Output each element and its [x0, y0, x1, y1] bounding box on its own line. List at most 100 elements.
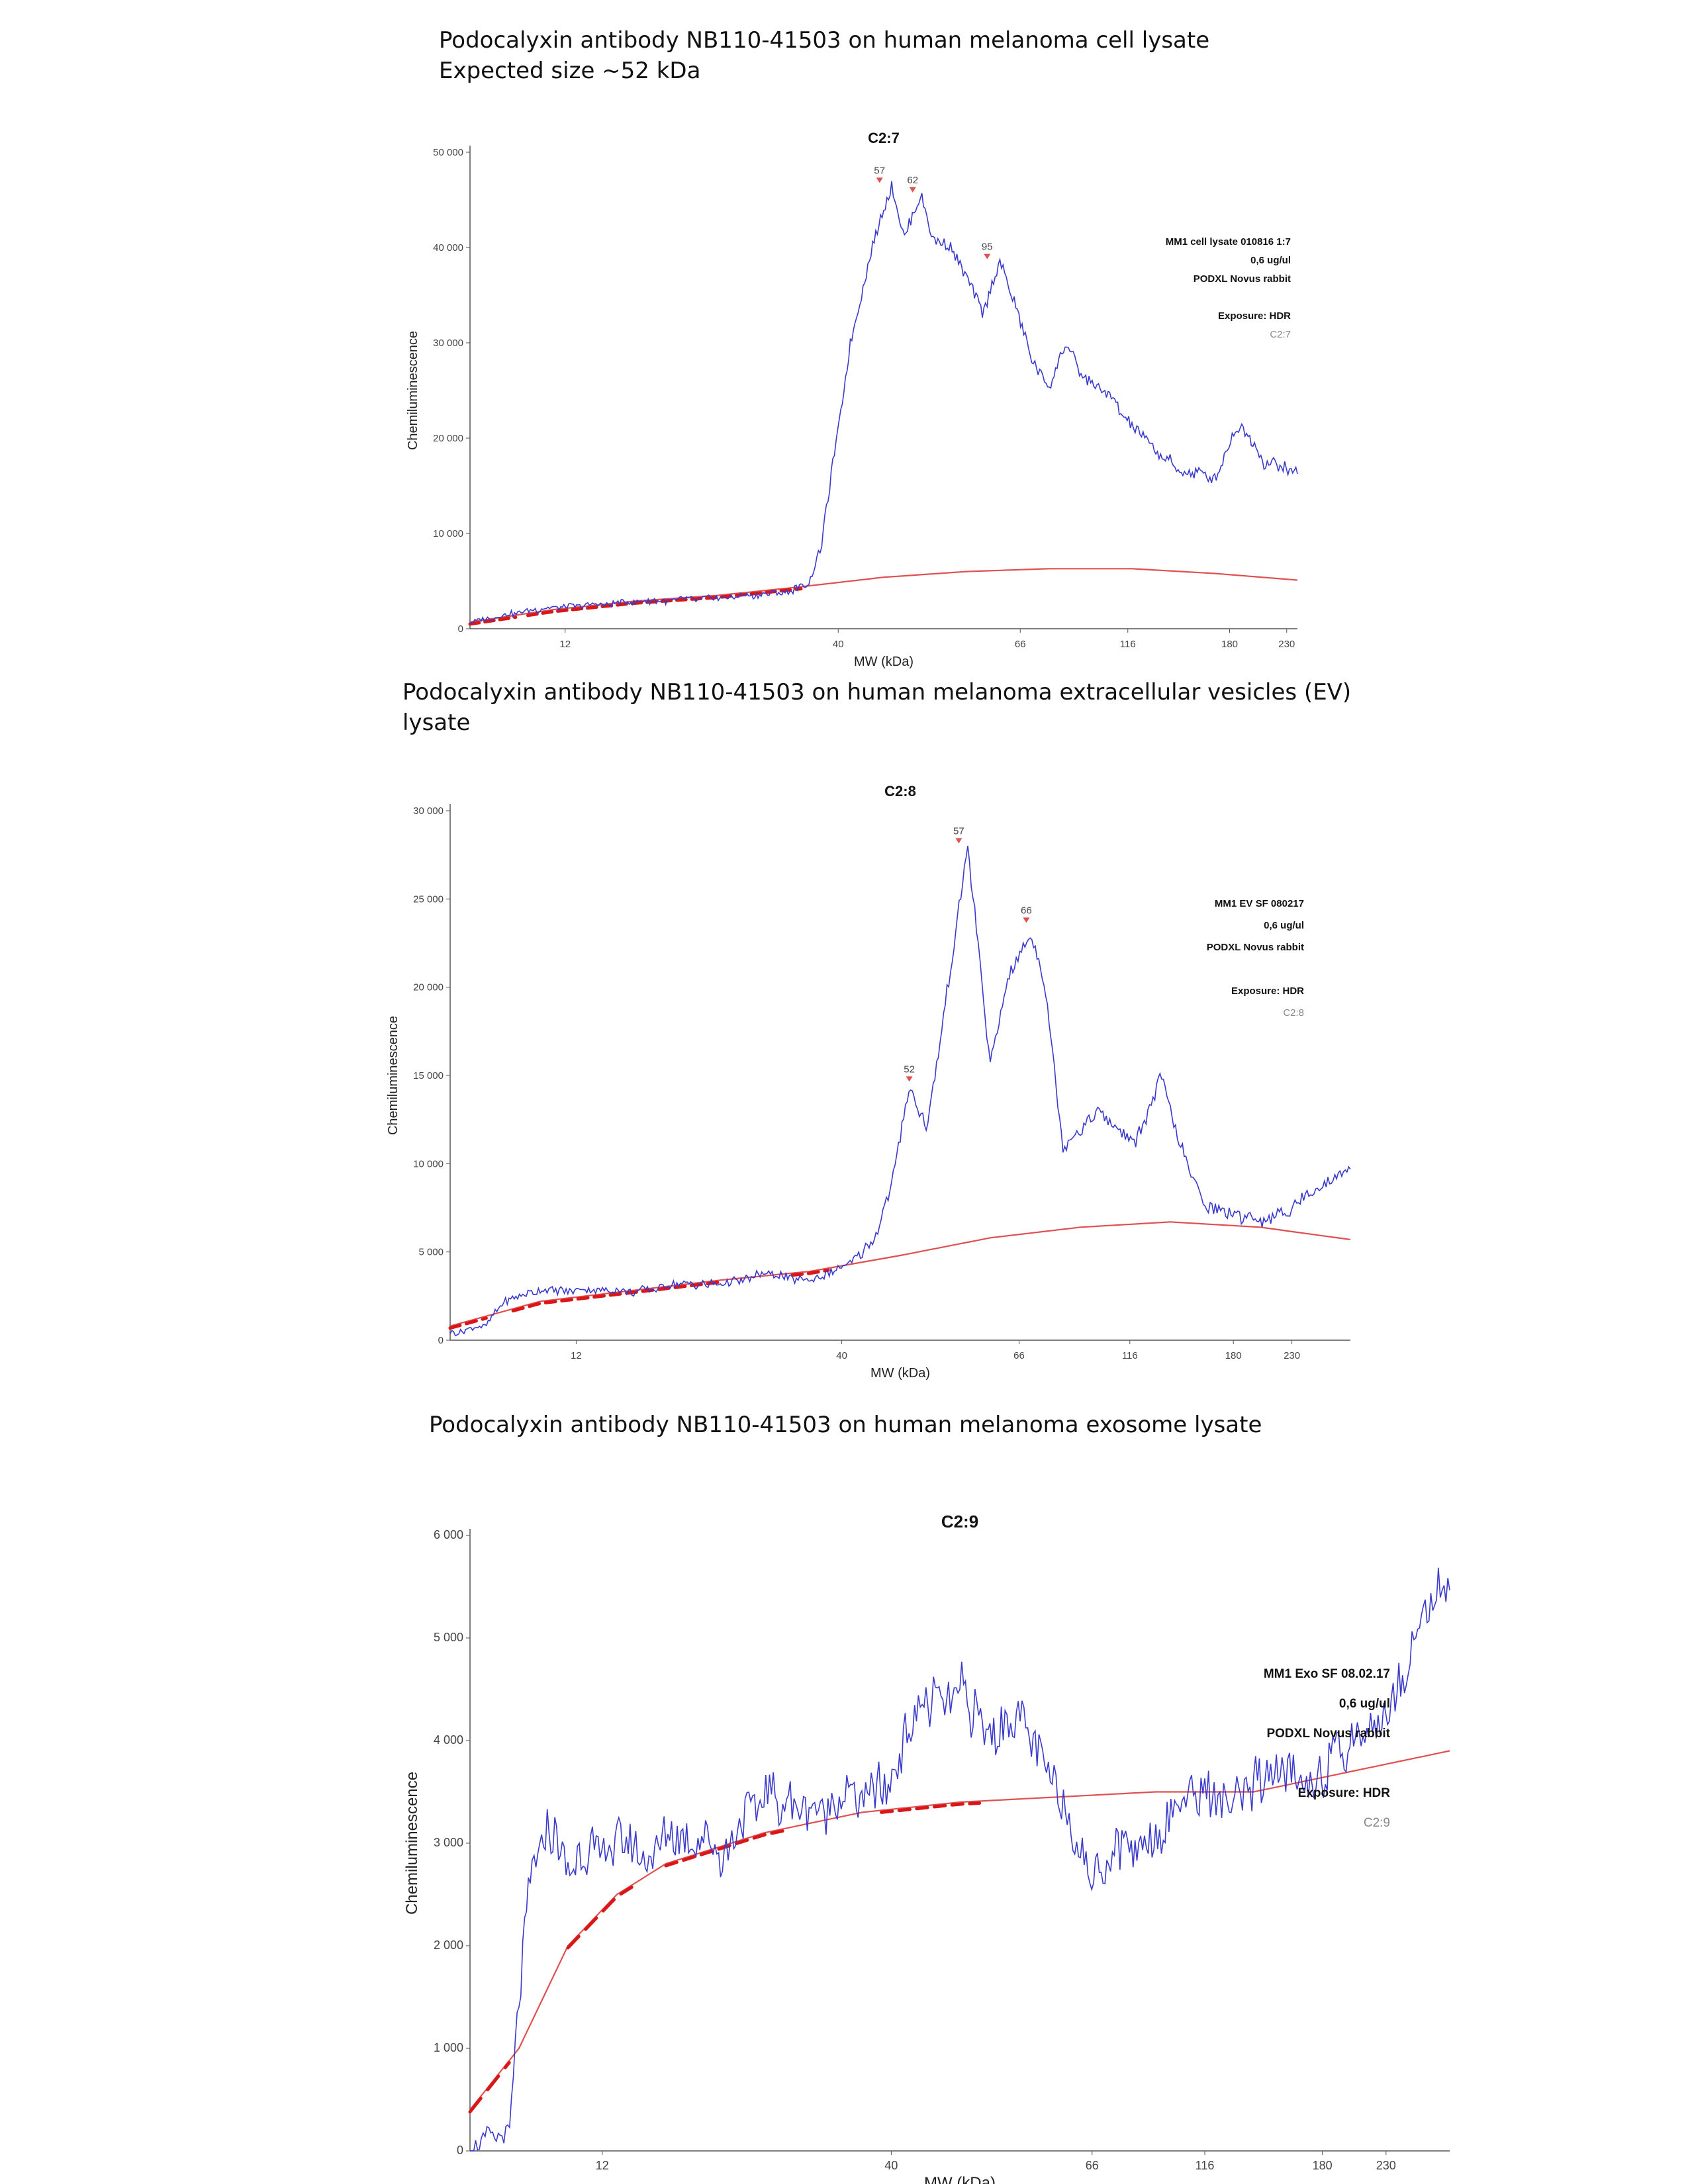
baseline-marker [560, 1298, 574, 1302]
baseline-marker [464, 1319, 478, 1326]
x-tick-label: 116 [1120, 639, 1136, 650]
baseline-marker [880, 1809, 894, 1814]
baseline-marker [481, 1316, 488, 1321]
baseline-marker [498, 616, 511, 621]
baseline-marker [933, 1803, 947, 1809]
baseline-marker [915, 1805, 929, 1811]
signal-line [449, 845, 1351, 1337]
legend-line: Exposure: HDR [1298, 1786, 1391, 1800]
legend-line: 0,6 ug/ul [1339, 1697, 1390, 1711]
baseline-marker [616, 602, 628, 607]
baseline-marker [806, 1270, 820, 1275]
x-axis-label: MW (kDa) [854, 655, 914, 669]
chart-cell-lysate: C2:7 0 10 000 20 000 30 000 40 000 50 000 12 40 6… [406, 130, 1298, 669]
caption-line: Podocalyxin antibody NB110-41503 on huma… [429, 1412, 1262, 1438]
baseline-marker [584, 1916, 598, 1931]
baseline-marker [543, 1300, 557, 1304]
baseline-marker [528, 1302, 541, 1308]
y-tick-label: 5 000 [418, 1247, 444, 1258]
legend-line: MM1 EV SF 080217 [1215, 898, 1304, 909]
x-tick-label: 66 [1013, 1350, 1025, 1361]
chart-ev-lysate: C2:8 0 5 000 10 000 15 000 20 000 25 000 30 000… [386, 783, 1351, 1381]
baseline-marker [690, 596, 703, 601]
x-tick-label: 66 [1015, 639, 1026, 650]
y-tick-label: 20 000 [433, 433, 463, 444]
baseline-marker [468, 621, 481, 626]
y-tick-label: 30 000 [413, 805, 444, 817]
peak-marker [984, 253, 991, 259]
x-axis-label: MW (kDa) [924, 2174, 996, 2184]
y-tick-label: 1 000 [434, 2041, 463, 2054]
baseline-marker [682, 1855, 696, 1862]
chart-title: C2:7 [868, 130, 900, 146]
chart-title: C2:8 [884, 783, 916, 799]
y-tick-label: 2 000 [434, 1938, 463, 1952]
x-tick-label: 66 [1086, 2159, 1099, 2172]
baseline-marker [468, 2097, 483, 2114]
chart-title: C2:9 [941, 1512, 978, 1531]
legend-line: MM1 Exo SF 08.02.17 [1264, 1667, 1390, 1681]
x-tick-label: 12 [596, 2159, 609, 2172]
legend-line: 0,6 ug/ul [1250, 255, 1291, 266]
baseline-marker [950, 1802, 964, 1807]
baseline-marker [641, 1288, 655, 1293]
legend-line: C2:8 [1283, 1007, 1304, 1019]
baseline-marker [566, 1934, 581, 1950]
y-tick-label: 10 000 [433, 528, 463, 539]
x-tick-label: 116 [1196, 2159, 1215, 2172]
x-tick-label: 40 [884, 2159, 898, 2172]
baseline-marker [657, 1286, 671, 1291]
peak-label: 95 [982, 242, 993, 253]
chart-exosome-lysate: C2:9 0 1 000 2 000 3 000 4 000 5 000 6 000 12 40 6… [403, 1512, 1450, 2184]
x-tick-label: 180 [1221, 639, 1238, 650]
y-tick-label: 15 000 [413, 1070, 444, 1081]
baseline-marker [576, 1296, 590, 1301]
peak-label: 57 [953, 825, 964, 837]
baseline-marker [752, 1833, 767, 1840]
x-tick-label: 230 [1278, 639, 1295, 650]
baseline-marker [526, 612, 539, 617]
caption-cell-lysate: Podocalyxin antibody NB110-41503 on huma… [439, 25, 1209, 86]
y-tick-label: 4 000 [434, 1733, 463, 1747]
legend-line: PODXL Novus rabbit [1266, 1727, 1390, 1741]
baseline-marker [586, 605, 598, 610]
legend-line: C2:7 [1270, 329, 1291, 340]
legend-line: PODXL Novus rabbit [1207, 942, 1304, 953]
baseline-marker [699, 1849, 714, 1856]
baseline-marker [630, 601, 643, 606]
x-tick-label: 230 [1376, 2159, 1396, 2172]
y-axis-label: Chemiluminescence [403, 1772, 421, 1915]
baseline-marker [790, 1272, 804, 1277]
baseline-marker [486, 2074, 500, 2092]
baseline-marker [823, 1268, 830, 1273]
peak-marker [955, 838, 962, 844]
peak-label: 57 [874, 165, 885, 176]
y-tick-label: 5 000 [434, 1631, 463, 1644]
baseline-marker [735, 592, 747, 598]
baseline-marker [749, 591, 763, 596]
y-tick-label: 30 000 [433, 338, 463, 349]
baseline-marker [448, 1324, 462, 1330]
x-tick-label: 180 [1225, 1350, 1242, 1361]
caption-ev-lysate: Podocalyxin antibody NB110-41503 on huma… [402, 677, 1351, 738]
caption-exosome-lysate: Podocalyxin antibody NB110-41503 on huma… [429, 1410, 1262, 1440]
y-tick-label: 3 000 [434, 1836, 463, 1849]
legend-line: Exposure: HDR [1218, 310, 1291, 322]
y-tick-label: 40 000 [433, 242, 463, 253]
x-tick-label: 40 [833, 639, 844, 650]
y-tick-label: 0 [457, 2144, 463, 2157]
peak-label: 52 [904, 1064, 915, 1075]
baseline-marker [897, 1807, 912, 1813]
baseline-marker [664, 1860, 679, 1868]
y-tick-label: 20 000 [413, 982, 444, 993]
peak-label: 62 [907, 175, 918, 186]
baseline-marker [511, 1306, 525, 1313]
y-axis-label: Chemiluminescence [386, 1016, 400, 1135]
caption-line: Podocalyxin antibody NB110-41503 on huma… [439, 27, 1210, 54]
legend-line: C2:9 [1364, 1816, 1390, 1830]
baseline-marker [571, 607, 584, 612]
baseline-fit-line [449, 1221, 1351, 1327]
baseline-marker [592, 1294, 606, 1299]
legend-line: Exposure: HDR [1231, 985, 1304, 997]
y-tick-label: 25 000 [413, 893, 444, 905]
